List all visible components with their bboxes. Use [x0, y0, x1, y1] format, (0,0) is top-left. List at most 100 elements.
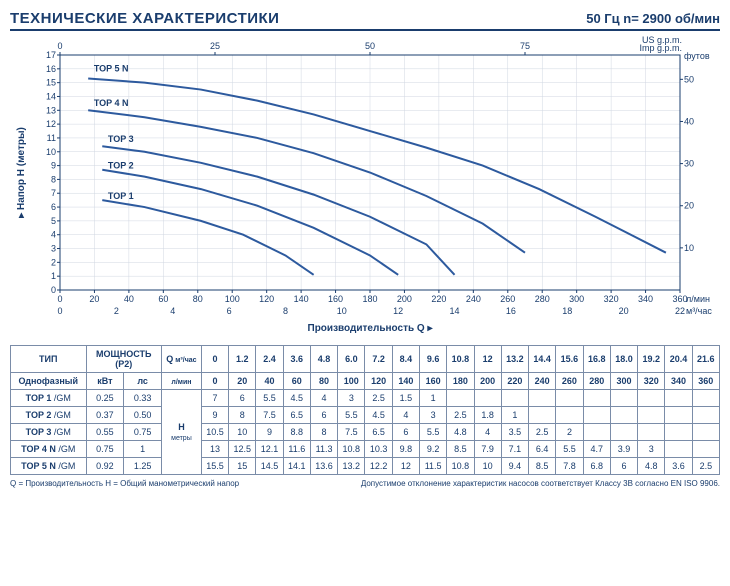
data-table: ТИПМОЩНОСТЬ (P2)Q м³/час01.22.43.64.86.0…	[10, 345, 720, 475]
row-kw: 0.55	[86, 424, 124, 441]
h-val: 1.8	[474, 407, 501, 424]
svg-text:40: 40	[684, 116, 694, 126]
svg-text:30: 30	[684, 159, 694, 169]
h-val: 9	[256, 424, 283, 441]
q-m3h-val: 6.0	[338, 346, 365, 373]
q-m3h-val: 2.4	[256, 346, 283, 373]
svg-text:180: 180	[362, 294, 377, 304]
svg-text:13: 13	[46, 105, 56, 115]
h-val: 7.9	[474, 441, 501, 458]
table-row: TOP 5 N /GM0.921.2515.51514.514.113.613.…	[11, 458, 720, 475]
svg-text:TOP 4 N: TOP 4 N	[94, 98, 129, 108]
q-m3h-val: 16.8	[583, 346, 610, 373]
h-val: 6.5	[283, 407, 310, 424]
svg-text:100: 100	[225, 294, 240, 304]
h-val: 10.8	[338, 441, 365, 458]
svg-text:TOP 1: TOP 1	[108, 191, 134, 201]
q-m3h-val: 3.6	[283, 346, 310, 373]
q-lmin-val: 320	[638, 373, 665, 390]
row-kw: 0.92	[86, 458, 124, 475]
h-val: 2.5	[529, 424, 556, 441]
h-val	[638, 407, 665, 424]
svg-text:5: 5	[51, 216, 56, 226]
q-m3h-val: 1.2	[229, 346, 256, 373]
q-m3h-val: 15.6	[556, 346, 583, 373]
h-val: 12.5	[229, 441, 256, 458]
svg-text:22: 22	[675, 306, 685, 316]
h-val	[610, 407, 637, 424]
svg-text:16: 16	[46, 64, 56, 74]
svg-text:7: 7	[51, 188, 56, 198]
svg-text:TOP 3: TOP 3	[108, 134, 134, 144]
svg-text:4: 4	[170, 306, 175, 316]
h-val: 10.3	[365, 441, 392, 458]
h-val	[447, 390, 474, 407]
svg-text:8: 8	[51, 174, 56, 184]
svg-text:140: 140	[294, 294, 309, 304]
svg-text:9: 9	[51, 161, 56, 171]
h-val: 2	[556, 424, 583, 441]
h-val: 12.1	[256, 441, 283, 458]
h-val	[501, 390, 528, 407]
svg-text:0: 0	[57, 306, 62, 316]
svg-text:280: 280	[535, 294, 550, 304]
th-q-m3h-label: Q м³/час	[162, 346, 202, 373]
h-val	[583, 390, 610, 407]
q-lmin-val: 100	[338, 373, 365, 390]
q-lmin-val: 180	[447, 373, 474, 390]
svg-text:40: 40	[124, 294, 134, 304]
q-lmin-val: 360	[692, 373, 719, 390]
h-val	[665, 424, 692, 441]
th-hp: лс	[124, 373, 162, 390]
h-val: 10	[229, 424, 256, 441]
h-val	[692, 441, 719, 458]
table-row: TOP 2 /GM0.370.50987.56.565.54.5432.51.8…	[11, 407, 720, 424]
page-title: ТЕХНИЧЕСКИЕ ХАРАКТЕРИСТИКИ	[10, 10, 279, 27]
svg-text:0: 0	[57, 41, 62, 51]
q-m3h-val: 18.0	[610, 346, 637, 373]
h-val	[474, 390, 501, 407]
row-type: TOP 4 N /GM	[11, 441, 87, 458]
svg-text:260: 260	[500, 294, 515, 304]
q-lmin-val: 120	[365, 373, 392, 390]
svg-text:3: 3	[51, 244, 56, 254]
svg-text:300: 300	[569, 294, 584, 304]
h-val: 1.5	[392, 390, 419, 407]
footer-left: Q = Производительность H = Общий маномет…	[10, 479, 239, 488]
svg-text:50: 50	[684, 74, 694, 84]
h-val: 4.7	[583, 441, 610, 458]
footer: Q = Производительность H = Общий маномет…	[10, 479, 720, 488]
h-val: 13.2	[338, 458, 365, 475]
svg-text:1: 1	[51, 271, 56, 281]
h-val	[692, 390, 719, 407]
svg-text:TOP 5 N: TOP 5 N	[94, 64, 129, 74]
h-val: 9.8	[392, 441, 419, 458]
row-hp: 1	[124, 441, 162, 458]
h-val: 8.5	[447, 441, 474, 458]
h-val: 3.6	[665, 458, 692, 475]
q-m3h-val: 4.8	[310, 346, 337, 373]
h-val: 6.8	[583, 458, 610, 475]
q-m3h-val: 8.4	[392, 346, 419, 373]
q-m3h-val: 13.2	[501, 346, 528, 373]
svg-text:▸ Напор H (метры): ▸ Напор H (метры)	[16, 127, 27, 219]
h-val: 8	[310, 424, 337, 441]
h-val	[529, 407, 556, 424]
q-m3h-val: 0	[201, 346, 228, 373]
h-val: 9.2	[419, 441, 446, 458]
h-val: 2.5	[447, 407, 474, 424]
svg-text:8: 8	[283, 306, 288, 316]
h-val	[638, 424, 665, 441]
svg-text:320: 320	[604, 294, 619, 304]
h-val: 6	[229, 390, 256, 407]
row-type: TOP 3 /GM	[11, 424, 87, 441]
row-type: TOP 1 /GM	[11, 390, 87, 407]
h-val: 7	[201, 390, 228, 407]
h-val	[665, 390, 692, 407]
h-val: 11.6	[283, 441, 310, 458]
svg-text:80: 80	[193, 294, 203, 304]
table-row: TOP 3 /GM0.550.7510.51098.887.56.565.54.…	[11, 424, 720, 441]
h-val: 15.5	[201, 458, 228, 475]
svg-text:2: 2	[51, 257, 56, 267]
svg-text:10: 10	[684, 243, 694, 253]
